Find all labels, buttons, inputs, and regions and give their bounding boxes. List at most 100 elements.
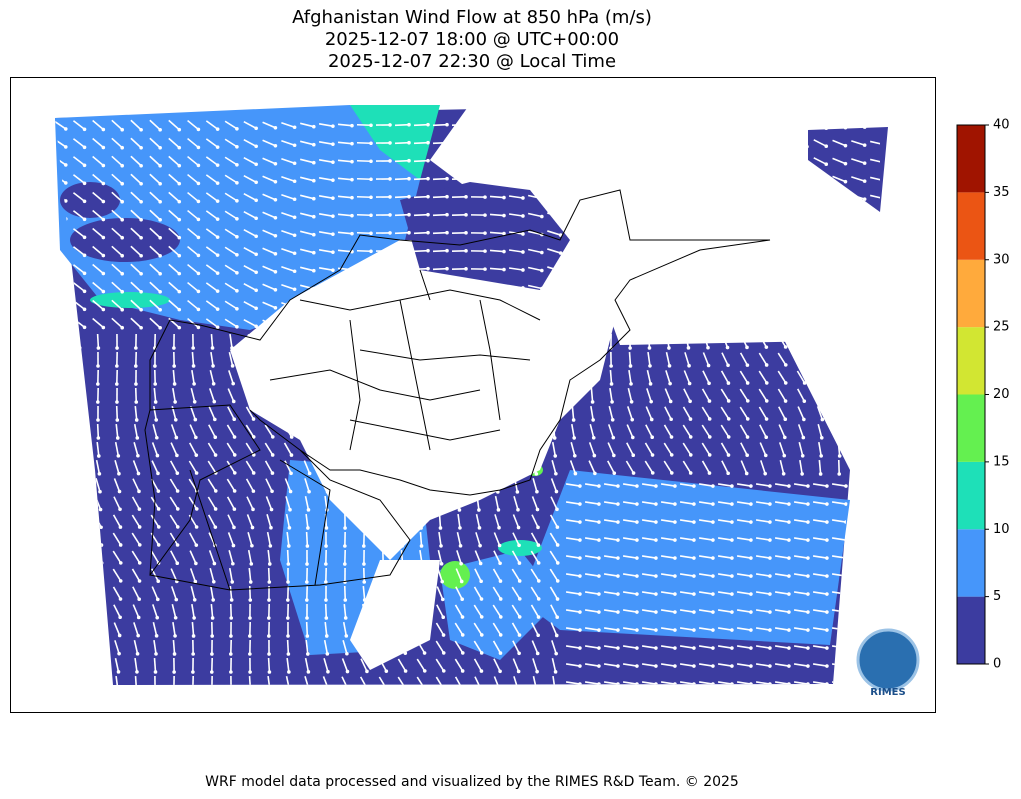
wind-arrow-head [477, 526, 482, 530]
wind-arrow-head [267, 580, 272, 584]
wind-arrow-head [521, 160, 525, 164]
wind-arrow [96, 423, 100, 439]
wind-arrow-head [635, 628, 639, 632]
wind-arrow [262, 193, 276, 201]
wind-arrow-head [806, 628, 810, 632]
wind-arrow-head [745, 381, 750, 385]
wind-arrow [457, 495, 461, 511]
wind-arrow-head [825, 538, 829, 542]
wind-arrow [55, 264, 67, 274]
wind-arrow [796, 334, 806, 348]
wind-arrow-head [483, 195, 487, 199]
wind-arrow [603, 645, 619, 649]
wind-arrow-head [806, 574, 810, 578]
wind-arrow [603, 591, 619, 595]
wind-arrow [228, 550, 234, 564]
wind-arrow-head [213, 435, 218, 439]
wind-arrow [774, 591, 790, 595]
wind-arrow-head [843, 287, 848, 292]
wind-arrow-head [596, 270, 601, 274]
wind-arrow-head [286, 652, 291, 656]
wind-arrow-head [288, 345, 293, 350]
wind-arrow [419, 423, 423, 439]
wind-arrow [413, 231, 429, 235]
wind-arrow-head [273, 161, 278, 166]
wind-arrow [285, 675, 291, 685]
wind-arrow-head [248, 598, 253, 602]
wind-arrow-head [692, 628, 696, 632]
wind-arrow-head [806, 484, 810, 488]
wind-arrow-head [289, 435, 294, 439]
wind-arrow [531, 622, 539, 636]
wind-arrow [588, 460, 596, 474]
wind-arrow-head [709, 307, 713, 312]
wind-arrow [547, 302, 561, 308]
wind-arrow [489, 267, 505, 271]
wind-arrow-head [308, 381, 313, 385]
wind-region [90, 292, 170, 308]
wind-arrow-head [669, 435, 674, 439]
wind-arrow [359, 370, 369, 384]
wind-arrow-head [139, 199, 143, 204]
wind-arrow-head [346, 381, 351, 385]
wind-arrow [660, 483, 676, 487]
wind-arrow-head [806, 538, 810, 542]
wind-arrow-head [652, 289, 657, 294]
wind-arrow [851, 194, 865, 200]
wind-arrow-head [552, 346, 556, 350]
wind-arrow [92, 155, 104, 167]
wind-arrow [700, 227, 712, 239]
wind-arrow-head [728, 127, 732, 132]
wind-arrow-head [248, 616, 252, 620]
wind-arrow-head [426, 320, 430, 325]
wind-arrow [418, 388, 424, 402]
wind-arrow [738, 173, 750, 185]
wind-arrow-head [192, 616, 196, 620]
wind-arrow [812, 591, 828, 595]
wind-arrow-head [671, 145, 676, 150]
wind-arrow-head [196, 199, 201, 204]
wind-arrow-head [139, 307, 143, 312]
map-frame [10, 77, 936, 713]
wind-arrow-head [768, 646, 772, 650]
wind-arrow [738, 155, 750, 167]
wind-arrow-head [477, 382, 481, 386]
wind-arrow [245, 406, 255, 420]
wind-arrow [757, 264, 769, 274]
wind-arrow [869, 302, 880, 308]
wind-arrow-head [596, 162, 601, 166]
wind-arrow-head [270, 489, 274, 494]
wind-arrow [835, 388, 843, 402]
wind-arrow-head [863, 628, 867, 632]
wind-arrow [816, 388, 824, 402]
wind-arrow [92, 191, 104, 203]
wind-arrow [149, 317, 161, 329]
wind-arrow [356, 267, 372, 271]
wind-arrow-head [615, 180, 619, 185]
wind-arrow [793, 501, 809, 505]
wind-arrow [337, 231, 353, 235]
wind-arrow [527, 212, 543, 218]
wind-arrow-head [384, 363, 389, 367]
wind-arrow [585, 139, 599, 147]
wind-arrow-head [420, 562, 424, 566]
wind-arrow-head [235, 306, 239, 311]
wind-arrow-head [709, 253, 713, 258]
wind-arrow-head [311, 322, 316, 327]
wind-arrow [189, 568, 197, 582]
wind-arrow [774, 501, 790, 505]
wind-arrow-head [232, 525, 236, 530]
wind-arrow [247, 352, 253, 366]
wind-arrow [794, 264, 808, 274]
wind-arrow-head [118, 579, 123, 583]
wind-arrow [641, 663, 657, 667]
wind-arrow [775, 210, 789, 220]
wind-arrow-head [768, 520, 772, 524]
wind-arrow-head [577, 197, 582, 202]
wind-arrow [740, 442, 748, 456]
wind-arrow [682, 442, 692, 456]
wind-arrow [869, 158, 880, 164]
wind-arrow [170, 442, 178, 456]
wind-arrow-head [843, 143, 848, 148]
